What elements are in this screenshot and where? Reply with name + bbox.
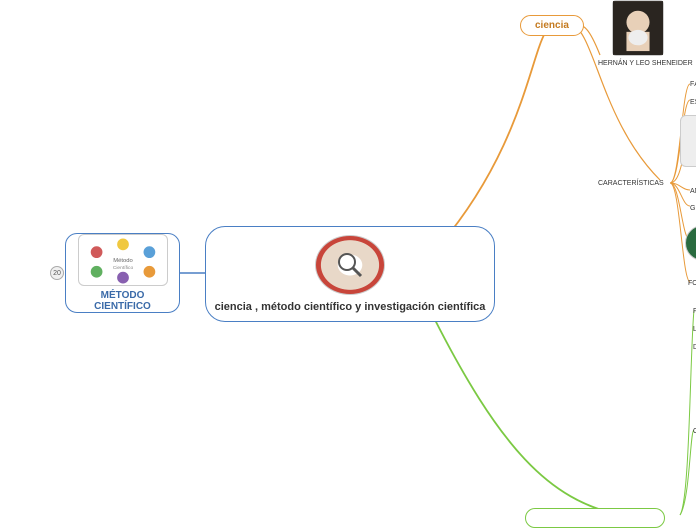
metodo-badge: 20 [50, 266, 64, 280]
branch-label: ES [690, 99, 696, 106]
investigation-node[interactable] [525, 508, 665, 528]
ciencia-node[interactable]: ciencia [520, 15, 584, 36]
magnifier-icon [335, 250, 365, 280]
central-label: ciencia , método científico y investigac… [215, 301, 486, 313]
central-icon [315, 235, 385, 295]
central-node[interactable]: ciencia , método científico y investigac… [205, 226, 495, 322]
metodo-icon: Método Científico [78, 234, 168, 286]
svg-text:Método: Método [113, 258, 133, 264]
thumb-image [612, 0, 664, 56]
branch-label: AN [690, 188, 696, 195]
branch-label: FÁ [690, 81, 696, 88]
branch-label: GE [690, 205, 696, 212]
thumb-image [685, 225, 696, 261]
metodo-node[interactable]: Método Científico MÉTODO CIENTÍFICO [65, 233, 180, 313]
ciencia-label: ciencia [535, 20, 569, 31]
svg-text:Científico: Científico [112, 265, 133, 271]
metodo-label: MÉTODO CIENTÍFICO [74, 290, 171, 312]
branch-label: FOR [688, 280, 696, 287]
branch-label: HERNÁN Y LEO SHENEIDER [598, 60, 693, 67]
branch-label: CARACTERÍSTICAS [598, 180, 664, 187]
thumb-image [680, 115, 696, 167]
